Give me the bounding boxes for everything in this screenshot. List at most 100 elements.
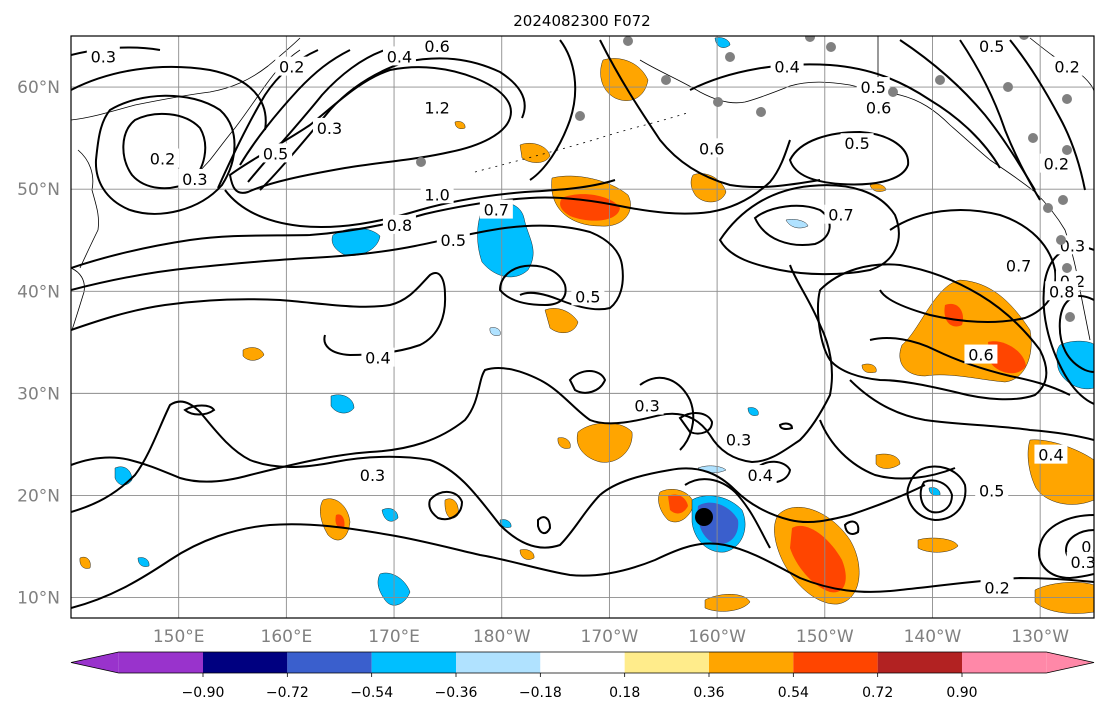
contour-label: 0.5 (861, 78, 886, 97)
contour-label: 0.2 (279, 58, 304, 77)
colorbar-segment (540, 652, 624, 673)
contour-label: 0.6 (424, 37, 449, 56)
colorbar-segment (709, 652, 793, 673)
station-marker (623, 36, 633, 46)
contour-label: 0.5 (979, 481, 1004, 500)
colorbar-segment (372, 652, 456, 673)
contour-label: 0.6 (866, 98, 891, 117)
latitude-tick-label: 10°N (17, 589, 60, 609)
station-marker (416, 157, 426, 167)
station-marker (805, 32, 815, 42)
colorbar-tick-label: −0.18 (519, 685, 562, 701)
contour-label: 0.4 (387, 47, 412, 66)
station-marker (756, 107, 766, 117)
station-marker (1003, 82, 1013, 92)
longitude-tick-label: 150°W (796, 627, 854, 647)
colorbar: −0.90 −0.72 −0.54 −0.36 −0.18 0.18 0.36 0.54 0.7… (71, 652, 1094, 701)
longitude-tick-label: 140°W (904, 627, 962, 647)
contour-label: 0.8 (1049, 282, 1074, 301)
colorbar-tick-label: −0.90 (182, 685, 225, 701)
contour-label: 0.6 (968, 346, 993, 365)
contour-label: 0.3 (317, 119, 342, 138)
colorbar-tick-label: 0.18 (609, 685, 640, 701)
contour-label: 1.0 (424, 185, 449, 204)
station-marker (888, 87, 898, 97)
contour-label: 0.7 (828, 206, 853, 225)
contour-label: 0.2 (1054, 58, 1079, 77)
contour-label: 0.3 (634, 397, 659, 416)
station-marker (725, 52, 735, 62)
contour-label: 0.4 (1038, 446, 1063, 465)
colorbar-segment (456, 652, 540, 673)
colorbar-segment (793, 652, 877, 673)
colorbar-max-extension (1046, 652, 1094, 673)
contour-label: 0.2 (150, 150, 175, 169)
contour-label: 0.5 (575, 287, 600, 306)
colorbar-tick-label: 0.90 (946, 685, 977, 701)
contour-label: 0.4 (747, 466, 772, 485)
colorbar-tick-label: 0.72 (862, 685, 893, 701)
latitude-tick-label: 50°N (17, 180, 60, 200)
contour-label: 0.2 (1044, 155, 1069, 174)
colorbar-tick-label: 0.36 (693, 685, 724, 701)
colorbar-segment (962, 652, 1046, 673)
contour-label: 1.2 (424, 98, 449, 117)
colorbar-tick-label: −0.72 (266, 685, 309, 701)
longitude-tick-label: 170°W (581, 627, 639, 647)
station-marker (1065, 312, 1075, 322)
station-marker (713, 97, 723, 107)
longitude-tick-label: 160°W (688, 627, 746, 647)
station-marker (1056, 235, 1066, 245)
colorbar-segment (878, 652, 962, 673)
longitude-tick-label: 130°W (1011, 627, 1069, 647)
storm-center-marker (695, 508, 713, 526)
contour-label: 0.3 (1071, 553, 1096, 572)
colorbar-segment (287, 652, 371, 673)
map-title: 2024082300 F072 (513, 12, 650, 30)
contour-label: 0.2 (984, 578, 1009, 597)
colorbar-min-extension (71, 652, 119, 673)
station-marker (826, 42, 836, 52)
colorbar-segment (203, 652, 287, 673)
contour-label: 0.3 (91, 47, 116, 66)
longitude-tick-label: 160°E (261, 627, 313, 647)
contour-label: 0.5 (844, 134, 869, 153)
station-marker (1062, 263, 1072, 273)
station-marker (1058, 195, 1068, 205)
contour-label: 0.6 (699, 139, 724, 158)
colorbar-segment (625, 652, 709, 673)
station-marker (935, 75, 945, 85)
contour-label: 0.7 (1006, 257, 1031, 276)
station-marker (661, 75, 671, 85)
contour-label: 0.5 (441, 231, 466, 250)
contour-label: 0.3 (726, 430, 751, 449)
colorbar-tick-label: 0.54 (778, 685, 809, 701)
latitude-labels: 10°N20°N30°N40°N50°N60°N (17, 78, 60, 609)
latitude-tick-label: 30°N (17, 384, 60, 404)
longitude-tick-label: 170°E (368, 627, 420, 647)
station-marker (1043, 203, 1053, 213)
station-marker (1028, 133, 1038, 143)
contour-label: 0.5 (263, 144, 288, 163)
contour-label: 0.3 (182, 170, 207, 189)
station-marker (1062, 94, 1072, 104)
station-marker (1062, 145, 1072, 155)
station-marker (1019, 30, 1029, 40)
station-marker (575, 111, 585, 121)
latitude-tick-label: 60°N (17, 78, 60, 98)
colorbar-tick-label: −0.54 (350, 685, 393, 701)
contour-label: 0.8 (387, 216, 412, 235)
latitude-tick-label: 40°N (17, 282, 60, 302)
longitude-tick-label: 180°W (473, 627, 531, 647)
longitude-labels: 150°E 160°E 170°E 180°W 170°W 160°W 150°W 140°W… (153, 627, 1069, 647)
colorbar-segment (119, 652, 203, 673)
contour-label: 0.4 (774, 58, 799, 77)
contour-label: 0.3 (360, 466, 385, 485)
longitude-tick-label: 150°E (153, 627, 205, 647)
contour-label: 0.5 (979, 37, 1004, 56)
contour-label: 0.7 (484, 201, 509, 220)
contour-label: 0.4 (365, 349, 390, 368)
colorbar-tick-label: −0.36 (435, 685, 478, 701)
